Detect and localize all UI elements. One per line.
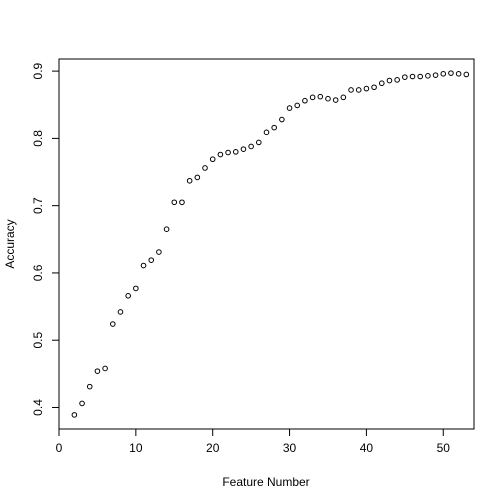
x-tick-label: 40 — [360, 441, 374, 455]
data-point — [86, 383, 93, 390]
data-point — [294, 102, 301, 109]
data-point — [332, 97, 339, 103]
x-tick-label: 10 — [129, 441, 143, 455]
data-point — [463, 71, 470, 78]
data-point — [156, 249, 162, 255]
data-point — [94, 368, 101, 374]
data-point — [133, 285, 139, 292]
data-point — [179, 199, 185, 206]
y-tick-label: 0.9 — [31, 62, 45, 79]
data-point — [217, 151, 224, 158]
data-point — [163, 226, 170, 232]
x-tick-label: 30 — [283, 441, 297, 455]
y-tick-label: 0.4 — [31, 399, 45, 416]
data-point — [148, 257, 155, 263]
data-point — [109, 321, 116, 327]
data-point — [394, 77, 400, 83]
x-tick-label: 50 — [437, 441, 451, 455]
data-point — [355, 87, 362, 93]
data-point — [409, 73, 416, 80]
y-axis: 0.4 0.5 0.6 0.7 0.8 0.9 — [31, 62, 59, 416]
data-point — [271, 124, 277, 131]
data-point — [117, 309, 124, 315]
y-tick-label: 0.5 — [31, 332, 45, 349]
data-point — [302, 97, 308, 104]
data-point — [340, 94, 347, 101]
data-point — [386, 77, 393, 84]
data-point — [363, 85, 370, 92]
data-point — [256, 139, 262, 146]
x-tick-label: 0 — [56, 441, 63, 455]
x-axis: 0 10 20 30 40 50 — [56, 429, 451, 455]
data-point — [240, 146, 247, 152]
data-point — [286, 105, 293, 111]
data-point — [125, 293, 131, 299]
data-point — [194, 174, 201, 181]
data-point — [279, 116, 285, 123]
data-point — [425, 73, 431, 79]
data-point — [102, 365, 108, 372]
x-axis-label: Feature Number — [222, 475, 309, 489]
data-point — [202, 165, 208, 171]
data-point — [186, 177, 193, 184]
data-point — [440, 71, 447, 77]
data-point — [402, 74, 408, 80]
y-tick-label: 0.7 — [31, 197, 45, 214]
data-point — [448, 70, 454, 76]
x-tick-label: 20 — [206, 441, 220, 455]
y-tick-label: 0.6 — [31, 264, 45, 281]
data-point — [432, 72, 439, 78]
y-tick-label: 0.8 — [31, 130, 45, 147]
data-point — [455, 71, 462, 77]
data-point — [317, 93, 324, 100]
data-point — [309, 94, 316, 101]
data-point — [71, 412, 78, 418]
data-point — [263, 129, 270, 136]
data-point — [417, 73, 424, 80]
data-point — [171, 199, 178, 206]
data-point — [348, 87, 354, 93]
data-point — [325, 95, 331, 102]
data-point — [225, 149, 231, 156]
data-point — [209, 156, 216, 163]
data-points — [71, 70, 470, 418]
data-point — [371, 84, 377, 91]
data-point — [140, 262, 147, 269]
data-point — [79, 400, 85, 407]
data-point — [248, 143, 254, 150]
y-axis-label: Accuracy — [3, 219, 17, 268]
plot-frame — [58, 58, 475, 430]
data-point — [232, 149, 239, 155]
data-point — [378, 80, 385, 87]
